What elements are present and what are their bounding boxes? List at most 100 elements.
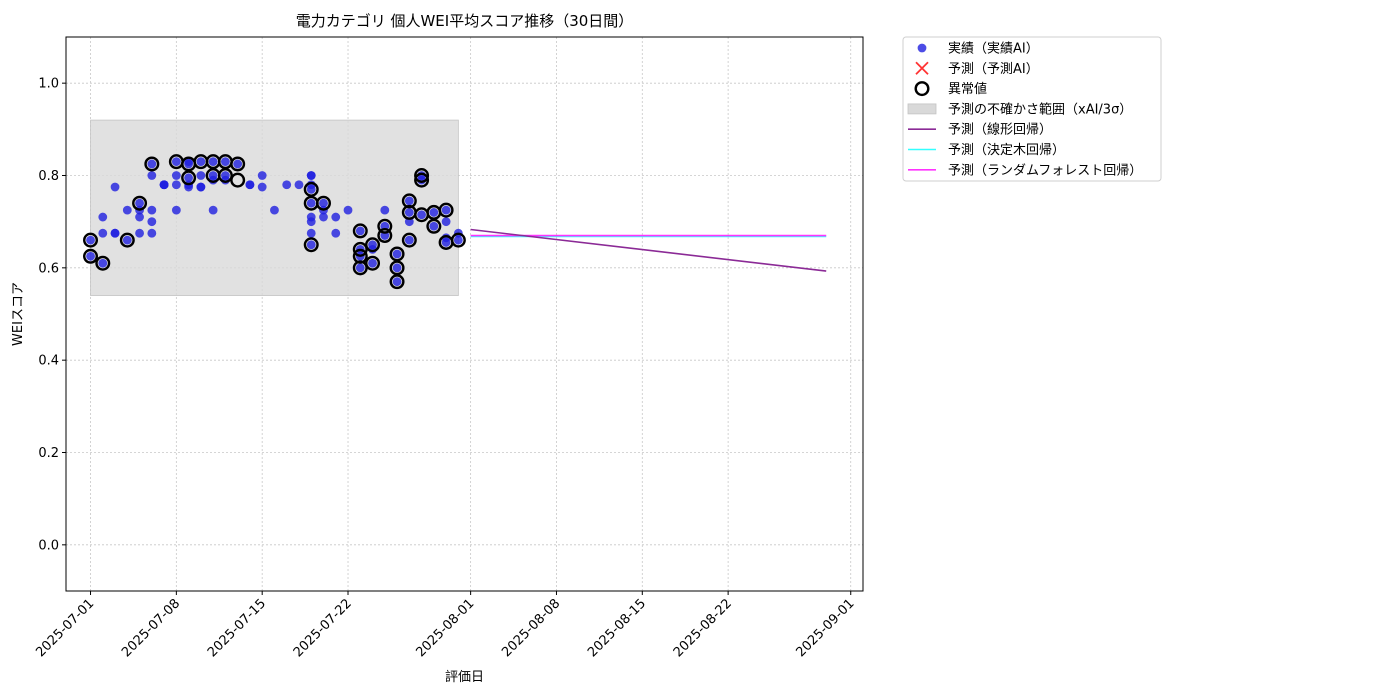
anomaly-ring <box>83 248 99 264</box>
actual-point <box>171 171 181 180</box>
actual-point <box>135 198 144 208</box>
legend-label: 予測（線形回帰） <box>948 122 1052 138</box>
actual-point <box>98 212 108 222</box>
anomaly-ring <box>365 237 381 253</box>
actual-point <box>380 205 390 215</box>
anomaly-ring <box>352 241 368 257</box>
actual-point <box>86 235 95 245</box>
actual-point <box>319 212 328 222</box>
anomaly-ring <box>389 260 405 276</box>
x-tick-label: 2025-07-15 <box>205 596 269 660</box>
actual-point <box>392 263 402 273</box>
legend-band-swatch <box>907 103 937 115</box>
anomaly-ring <box>377 228 393 244</box>
actual-point <box>306 240 316 250</box>
anomaly-ring <box>181 170 197 186</box>
actual-point <box>184 173 194 183</box>
x-tick-label: 2025-07-08 <box>119 596 183 660</box>
x-tick-label: 2025-07-22 <box>291 596 355 660</box>
x-axis-ticks: 2025-07-01 2025-07-08 2025-07-15 2025-07-22… <box>33 591 858 660</box>
actual-point <box>110 228 120 238</box>
actual-point <box>147 159 157 169</box>
actual-point <box>86 251 95 261</box>
x-tick-label: 2025-08-08 <box>499 596 563 660</box>
actual-point <box>319 198 328 208</box>
actual-point <box>196 171 206 180</box>
linear-regression-line <box>470 228 827 272</box>
legend-anomaly-marker <box>914 81 930 97</box>
anomaly-ring <box>144 156 160 172</box>
legend-label: 異常値 <box>948 81 987 97</box>
actual-point <box>196 157 206 167</box>
anomaly-ring <box>217 167 233 183</box>
legend-box <box>902 36 1162 182</box>
actual-point <box>429 221 439 231</box>
actual-point <box>270 205 279 215</box>
anomaly-ring <box>414 172 430 188</box>
actual-point <box>404 196 414 206</box>
actual-point <box>404 235 414 245</box>
plot-frame <box>65 36 864 592</box>
y-tick-label: 0.2 <box>38 446 59 461</box>
anomaly-ring <box>352 223 368 239</box>
actual-point <box>147 171 157 180</box>
actual-point <box>135 228 144 238</box>
actual-point <box>453 235 463 245</box>
actual-point <box>245 180 255 190</box>
legend-label: 予測（ランダムフォレスト回帰） <box>948 162 1142 178</box>
x-tick-label: 2025-08-22 <box>671 596 735 660</box>
actual-point <box>368 258 377 268</box>
anomaly-ring <box>426 218 442 234</box>
actual-point <box>306 217 316 227</box>
actual-point <box>110 182 120 192</box>
anomaly-ring <box>303 237 319 253</box>
actual-point <box>306 198 316 208</box>
anomaly-ring <box>95 255 111 271</box>
actual-point <box>98 258 108 268</box>
anomaly-ring <box>352 260 368 276</box>
anomaly-ring <box>230 172 246 188</box>
actual-point <box>159 180 169 190</box>
anomaly-ring <box>230 156 246 172</box>
actual-point <box>331 212 341 222</box>
actual-point <box>257 171 267 180</box>
y-tick-label: 1.0 <box>38 77 59 92</box>
legend-label: 予測（予測AI） <box>948 62 1039 77</box>
actual-point <box>306 184 316 194</box>
actual-point <box>417 210 426 220</box>
actual-point <box>343 205 353 215</box>
actual-point <box>147 217 157 227</box>
actual-point <box>331 228 341 238</box>
anomaly-ring <box>132 195 148 211</box>
anomaly-ring <box>389 274 405 290</box>
y-axis-ticks: 0.0 0.2 0.4 0.6 0.8 1.0 <box>38 77 66 553</box>
legend-label: 実績（実績AI） <box>948 41 1039 57</box>
anomaly-ring <box>377 218 393 234</box>
actual-point <box>392 249 402 259</box>
actual-point <box>122 205 132 215</box>
actual-point <box>135 212 144 222</box>
legend-predicted-marker <box>915 61 929 75</box>
actual-point <box>355 226 365 236</box>
actual-point <box>98 228 108 238</box>
x-axis-title: 評価日 <box>445 670 484 685</box>
actual-point <box>147 205 157 215</box>
x-tick-label: 2025-08-01 <box>413 596 477 660</box>
actual-points <box>86 157 463 287</box>
actual-point <box>171 180 181 190</box>
anomaly-points <box>83 154 466 290</box>
y-tick-label: 0.0 <box>38 538 59 553</box>
actual-point <box>306 228 316 238</box>
anomaly-ring <box>401 232 417 248</box>
forecast-lines <box>470 228 827 272</box>
actual-point <box>306 171 316 180</box>
anomaly-ring <box>450 232 466 248</box>
y-tick-label: 0.8 <box>38 169 59 184</box>
y-axis-title: WEIスコア <box>11 282 26 346</box>
x-tick-label: 2025-09-01 <box>794 596 858 660</box>
actual-point <box>171 157 181 167</box>
anomaly-ring <box>365 255 381 271</box>
actual-point <box>196 182 206 192</box>
